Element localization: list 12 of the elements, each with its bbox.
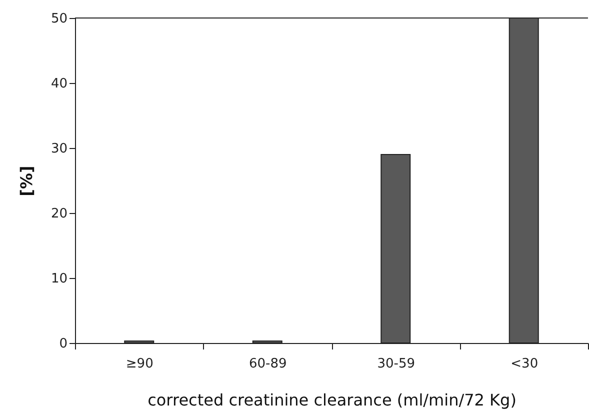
x-axis-title: corrected creatinine clearance (ml/min/72 Kg) — [148, 390, 516, 410]
y-tick-label: 20 — [50, 206, 68, 222]
y-tick-label: 50 — [50, 12, 68, 26]
y-tick-label: 30 — [50, 142, 68, 156]
y-tick-label: 10 — [50, 272, 68, 286]
x-tick-label: 30-59 — [377, 356, 416, 372]
x-tick-label: ≥90 — [126, 356, 154, 372]
y-tick-label: 0 — [59, 336, 68, 352]
y-axis-title: [%] — [16, 166, 36, 196]
x-tick-label: <30 — [510, 356, 538, 372]
y-tick-label: 40 — [50, 76, 68, 92]
x-tick-label: 60-89 — [248, 356, 287, 372]
